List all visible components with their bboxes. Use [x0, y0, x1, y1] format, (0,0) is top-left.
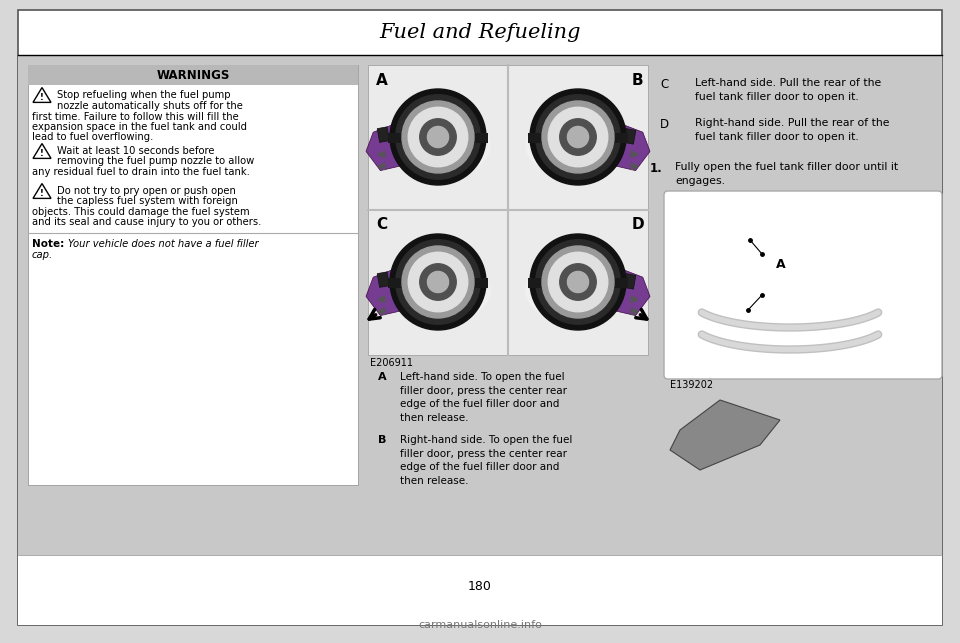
Text: B: B [378, 435, 386, 445]
Circle shape [530, 234, 626, 330]
Text: removing the fuel pump nozzle to allow: removing the fuel pump nozzle to allow [57, 156, 254, 166]
Circle shape [567, 271, 588, 293]
Bar [388, 133, 489, 143]
Text: C: C [660, 78, 668, 91]
Text: E206911: E206911 [370, 358, 413, 368]
Ellipse shape [525, 111, 631, 179]
Text: nozzle automatically shuts off for the: nozzle automatically shuts off for the [57, 101, 243, 111]
Circle shape [396, 240, 480, 324]
Text: Right-hand side. Pull the rear of the
fuel tank filler door to open it.: Right-hand side. Pull the rear of the fu… [695, 118, 890, 141]
Text: Right-hand side. To open the fuel
filler door, press the center rear
edge of the: Right-hand side. To open the fuel filler… [400, 435, 572, 486]
Circle shape [408, 252, 468, 312]
Circle shape [420, 264, 456, 300]
Ellipse shape [525, 257, 631, 323]
Bar [28, 65, 358, 485]
Circle shape [390, 89, 486, 185]
Circle shape [548, 252, 608, 312]
Text: WARNINGS: WARNINGS [156, 69, 229, 82]
Bar [368, 65, 648, 355]
Text: A: A [378, 372, 387, 382]
Text: C: C [376, 217, 387, 232]
Bar [388, 278, 489, 288]
Bar [528, 278, 629, 288]
Polygon shape [33, 143, 51, 158]
Circle shape [542, 101, 614, 173]
Polygon shape [33, 183, 51, 199]
Circle shape [402, 101, 474, 173]
Text: E139202: E139202 [670, 380, 713, 390]
Circle shape [542, 246, 614, 318]
Circle shape [536, 95, 620, 179]
Bar [18, 555, 942, 625]
Text: first time. Failure to follow this will fill the: first time. Failure to follow this will … [32, 112, 239, 122]
Text: expansion space in the fuel tank and could: expansion space in the fuel tank and cou… [32, 122, 247, 132]
Text: Stop refueling when the fuel pump: Stop refueling when the fuel pump [57, 90, 230, 100]
Text: B: B [632, 73, 643, 88]
Ellipse shape [385, 111, 491, 179]
Bar [377, 272, 390, 287]
Circle shape [390, 234, 486, 330]
Circle shape [427, 127, 448, 147]
Polygon shape [605, 265, 650, 316]
Text: objects. This could damage the fuel system: objects. This could damage the fuel syst… [32, 207, 250, 217]
Text: any residual fuel to drain into the fuel tank.: any residual fuel to drain into the fuel… [32, 167, 250, 177]
Text: !: ! [40, 190, 44, 199]
Text: !: ! [40, 93, 44, 102]
Bar [624, 274, 636, 289]
Circle shape [560, 264, 596, 300]
Text: cap.: cap. [32, 250, 53, 260]
Bar [624, 129, 636, 144]
Text: Note:: Note: [32, 239, 64, 249]
Bar [18, 55, 942, 555]
Circle shape [396, 95, 480, 179]
Text: and its seal and cause injury to you or others.: and its seal and cause injury to you or … [32, 217, 261, 227]
Polygon shape [366, 120, 412, 170]
Text: Do not try to pry open or push open: Do not try to pry open or push open [57, 186, 236, 196]
Text: !: ! [40, 149, 44, 158]
Circle shape [536, 240, 620, 324]
Text: Your vehicle does not have a fuel filler: Your vehicle does not have a fuel filler [68, 239, 258, 249]
Circle shape [560, 119, 596, 155]
Bar [28, 65, 358, 85]
Polygon shape [605, 120, 650, 170]
Text: A: A [776, 258, 785, 271]
Polygon shape [33, 87, 51, 102]
Circle shape [408, 107, 468, 167]
Circle shape [567, 127, 588, 147]
Ellipse shape [385, 257, 491, 323]
FancyBboxPatch shape [664, 191, 942, 379]
Text: D: D [660, 118, 669, 131]
Circle shape [427, 271, 448, 293]
Text: Fuel and Refueling: Fuel and Refueling [379, 24, 581, 42]
Bar [377, 127, 390, 142]
Circle shape [548, 107, 608, 167]
Text: 180: 180 [468, 580, 492, 593]
Circle shape [402, 246, 474, 318]
Text: Left-hand side. Pull the rear of the
fuel tank filler door to open it.: Left-hand side. Pull the rear of the fue… [695, 78, 881, 102]
Text: A: A [376, 73, 388, 88]
Circle shape [420, 119, 456, 155]
Polygon shape [670, 400, 780, 470]
Text: 1.: 1. [650, 162, 662, 175]
Text: carmanualsonline.info: carmanualsonline.info [418, 620, 542, 630]
Text: the capless fuel system with foreign: the capless fuel system with foreign [57, 196, 238, 206]
Circle shape [530, 89, 626, 185]
Text: D: D [632, 217, 644, 232]
Text: Wait at least 10 seconds before: Wait at least 10 seconds before [57, 146, 214, 156]
Polygon shape [366, 265, 412, 316]
Text: Left-hand side. To open the fuel
filler door, press the center rear
edge of the : Left-hand side. To open the fuel filler … [400, 372, 567, 423]
Text: Fully open the fuel tank filler door until it
engages.: Fully open the fuel tank filler door unt… [675, 162, 899, 186]
Text: lead to fuel overflowing.: lead to fuel overflowing. [32, 132, 154, 142]
Bar [528, 133, 629, 143]
